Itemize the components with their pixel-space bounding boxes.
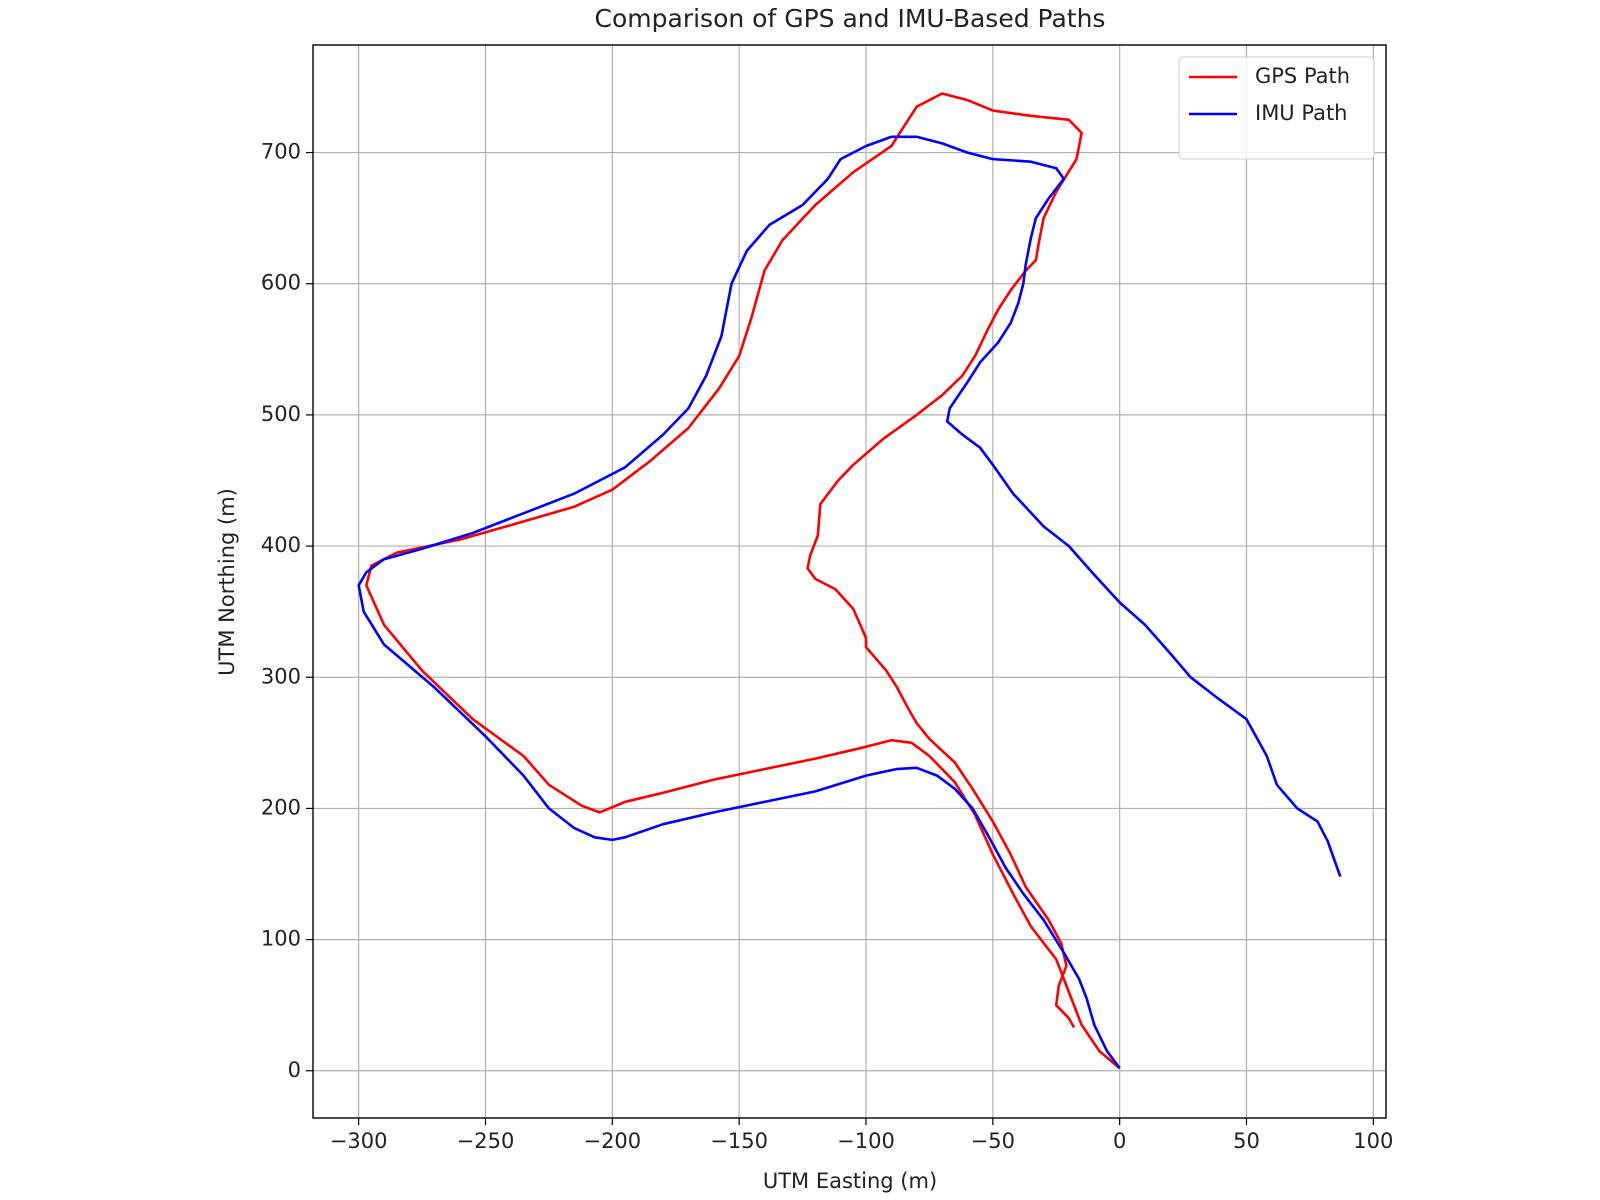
x-axis-label: UTM Easting (m) bbox=[763, 1169, 937, 1193]
x-tick-label: 100 bbox=[1353, 1129, 1393, 1153]
y-tick-label: 200 bbox=[261, 795, 301, 819]
legend-label: IMU Path bbox=[1255, 101, 1348, 125]
y-tick-label: 600 bbox=[261, 271, 301, 295]
y-tick-label: 500 bbox=[261, 402, 301, 426]
legend-box bbox=[1178, 56, 1375, 160]
legend-label: GPS Path bbox=[1255, 64, 1350, 88]
y-tick-label: 0 bbox=[288, 1058, 301, 1082]
x-tick-label: −300 bbox=[330, 1129, 388, 1153]
x-tick-label: −50 bbox=[971, 1129, 1015, 1153]
y-axis-label: UTM Northing (m) bbox=[215, 488, 239, 676]
y-tick-label: 400 bbox=[261, 533, 301, 557]
data-line bbox=[357, 135, 1342, 1069]
x-tick-label: −200 bbox=[583, 1129, 641, 1153]
x-tick-label: −150 bbox=[710, 1129, 768, 1153]
chart-title: Comparison of GPS and IMU-Based Paths bbox=[595, 4, 1106, 33]
x-tick-label: −100 bbox=[837, 1129, 895, 1153]
data-line bbox=[365, 92, 1121, 1070]
y-tick-label: 100 bbox=[261, 927, 301, 951]
x-tick-label: −250 bbox=[457, 1129, 515, 1153]
plot-frame bbox=[312, 44, 1387, 1119]
x-tick-label: 0 bbox=[1113, 1129, 1126, 1153]
x-tick-label: 50 bbox=[1233, 1129, 1260, 1153]
y-tick-label: 300 bbox=[261, 664, 301, 688]
y-tick-label: 700 bbox=[261, 140, 301, 164]
